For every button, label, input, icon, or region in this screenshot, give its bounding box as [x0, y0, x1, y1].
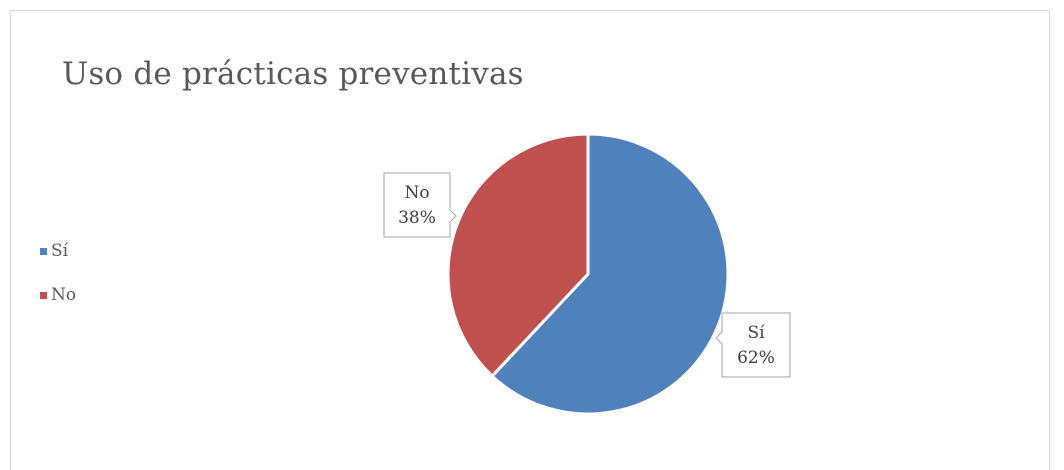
pie-slices	[446, 132, 730, 416]
chart-frame	[10, 10, 1050, 470]
legend-item-si: Sí	[40, 240, 76, 262]
pie-slice-si	[490, 132, 730, 416]
pie-slice-no	[446, 132, 590, 378]
chart-title: Uso de prácticas preventivas	[62, 56, 524, 92]
legend-swatch-si	[40, 247, 47, 255]
data-label-box	[383, 172, 457, 238]
data-label-si: Sí 62%	[715, 312, 791, 378]
data-label-value: 62%	[737, 348, 775, 368]
chart-legend: Sí No	[40, 240, 76, 328]
data-label-value: 38%	[398, 208, 436, 228]
legend-item-no: No	[40, 284, 76, 306]
legend-label-no: No	[51, 285, 77, 305]
data-label-category: Sí	[747, 323, 765, 343]
pie-labels: Sí 62% No 38%	[383, 172, 791, 378]
legend-swatch-no	[40, 291, 47, 299]
data-label-box	[715, 312, 791, 378]
data-label-no: No 38%	[383, 172, 457, 238]
legend-label-si: Sí	[51, 241, 69, 261]
data-label-category: No	[404, 183, 429, 203]
